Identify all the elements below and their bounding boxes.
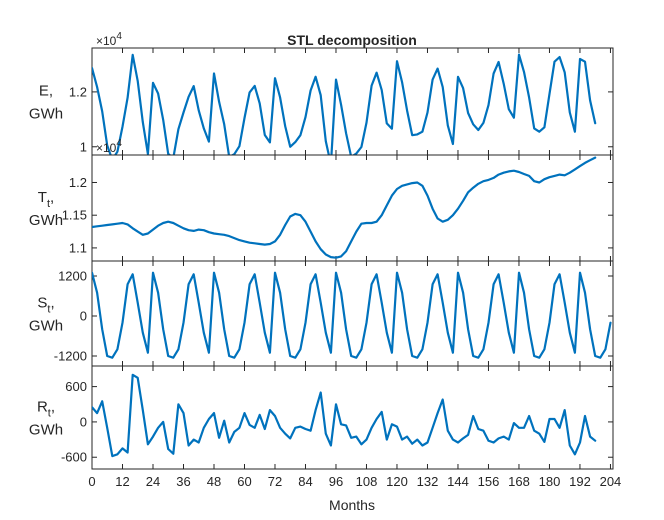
y-tick-label: 0 — [80, 414, 87, 429]
y-axis-label: St, — [37, 295, 54, 316]
y-tick-label: 1.15 — [62, 208, 87, 223]
x-tick-label: 24 — [146, 474, 160, 489]
series-line-t — [92, 156, 597, 259]
y-exponent-power: 4 — [116, 31, 122, 42]
panel-frame — [91, 47, 614, 156]
y-tick-label: 1 — [80, 139, 87, 154]
y-tick-label: 1.2 — [69, 84, 87, 99]
y-tick-label: -600 — [61, 450, 87, 465]
y-tick-label: 600 — [65, 379, 87, 394]
x-tick-label: 192 — [569, 474, 591, 489]
x-tick-label: 12 — [115, 474, 129, 489]
y-tick-label: 0 — [80, 309, 87, 324]
y-axis-label-comma: , — [50, 295, 54, 312]
x-tick-label: 72 — [268, 474, 282, 489]
x-tick-label: 96 — [329, 474, 343, 489]
y-axis-unit: GWh — [29, 318, 63, 335]
panel-s: -1200 0 1200 St, GWh — [29, 260, 614, 367]
x-axis-label: Months — [329, 497, 375, 513]
x-tick-label: 204 — [600, 474, 622, 489]
y-axis-label: Rt, — [37, 399, 55, 420]
x-tick-label: 120 — [386, 474, 408, 489]
x-tick-label: 132 — [417, 474, 439, 489]
y-exponent-label: ×104 — [96, 31, 122, 48]
y-axis-unit: GWh — [29, 212, 63, 229]
panel-e: 1 1.2 ×104 E, GWh — [29, 31, 614, 156]
x-tick-label: 48 — [207, 474, 221, 489]
y-tick-label: 1200 — [58, 269, 87, 284]
series-line-s — [92, 271, 612, 359]
x-tick-label: 108 — [356, 474, 378, 489]
x-tick-label: 36 — [176, 474, 190, 489]
y-axis-label-subscript: t — [47, 198, 50, 210]
x-tick-label: 0 — [88, 474, 95, 489]
y-axis-label-subscript: t — [47, 304, 50, 316]
series-line-e — [92, 53, 597, 155]
y-axis-label-comma: , — [51, 399, 55, 416]
y-axis-label-comma: , — [50, 189, 54, 206]
y-axis-label: E, — [39, 83, 53, 100]
panel-frame — [91, 365, 614, 470]
x-tick-label: 180 — [539, 474, 561, 489]
y-exponent-label: ×104 — [96, 138, 122, 155]
x-tick-label: 60 — [237, 474, 251, 489]
panels: 1 1.2 ×104 E, GWh 1.1 1.15 1.2 ×104 Tt, GWh -1200 0 1… — [29, 31, 621, 489]
chart-title: STL decomposition — [287, 32, 417, 48]
series-line-r — [92, 373, 597, 458]
y-tick-label: 1.1 — [69, 240, 87, 255]
y-tick-label: -1200 — [54, 349, 87, 364]
panel-t: 1.1 1.15 1.2 ×104 Tt, GWh — [29, 138, 614, 262]
x-tick-label: 144 — [447, 474, 469, 489]
y-exponent-power: 4 — [116, 138, 122, 149]
x-tick-label: 84 — [298, 474, 312, 489]
y-axis-unit: GWh — [29, 106, 63, 123]
y-axis-label-subscript: t — [48, 408, 51, 420]
panel-frame — [91, 260, 614, 367]
panel-frame — [91, 154, 614, 262]
y-axis-label: Tt, — [38, 189, 54, 210]
x-tick-label: 156 — [478, 474, 500, 489]
y-tick-label: 1.2 — [69, 175, 87, 190]
y-axis-unit: GWh — [29, 422, 63, 439]
x-tick-label: 168 — [508, 474, 530, 489]
